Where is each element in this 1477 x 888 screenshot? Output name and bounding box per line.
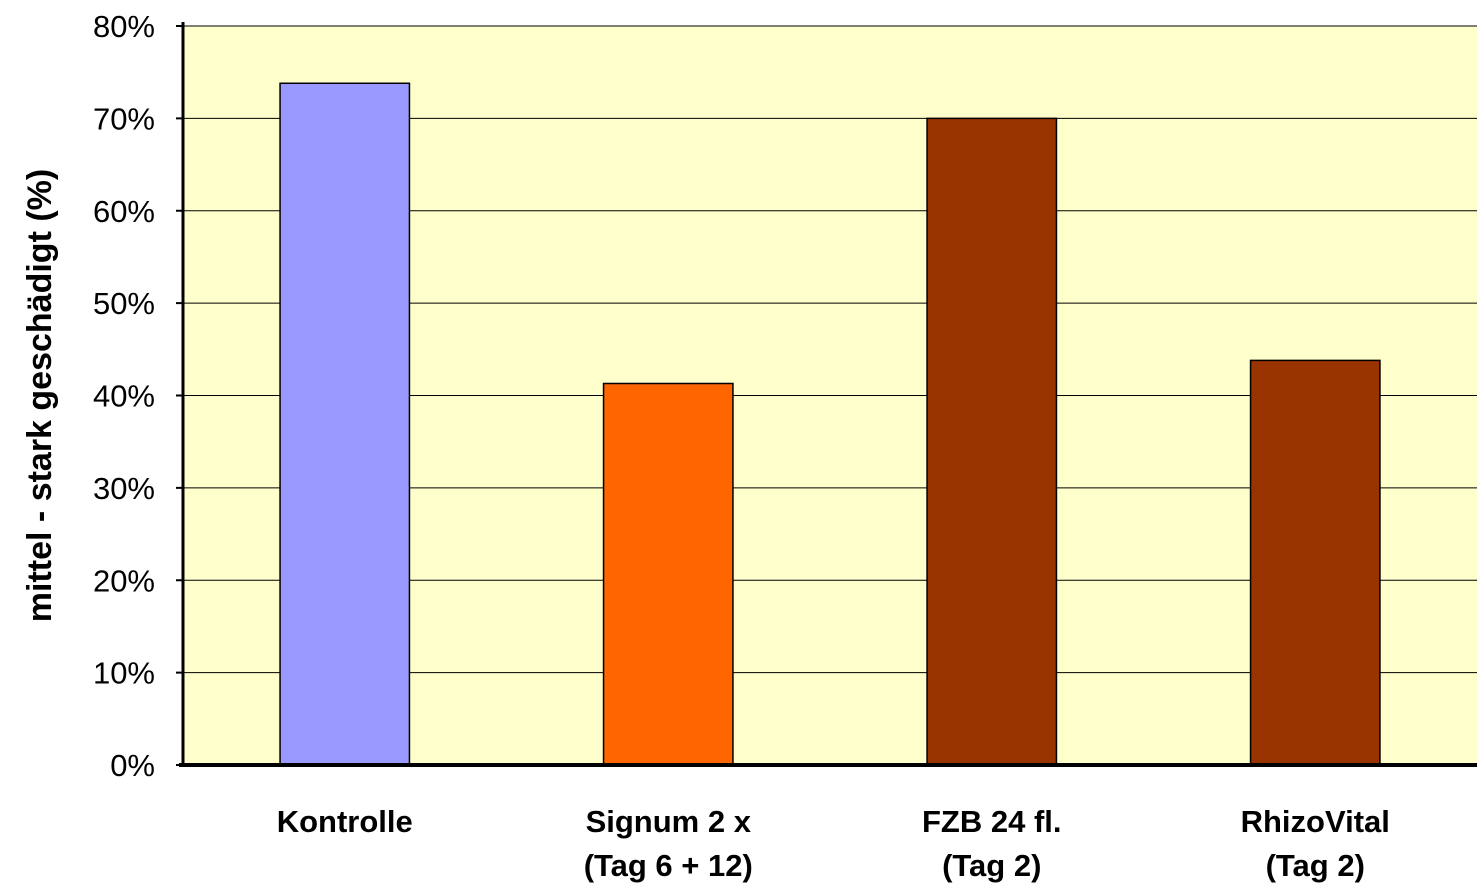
bar [279,82,411,766]
bar [602,382,734,766]
y-tick-label: 80% [93,9,155,44]
x-tick-label: RhizoVital (Tag 2) [1241,804,1390,883]
y-axis-title: mittel - stark geschädigt (%) [21,169,59,622]
x-tick-label: FZB 24 fl. (Tag 2) [922,804,1062,883]
x-tick-label: Signum 2 x (Tag 6 + 12) [584,804,753,883]
y-tick-label: 60% [93,194,155,229]
x-tick-label: Kontrolle [277,804,413,839]
y-tick-label: 50% [93,286,155,321]
y-tick-label: 20% [93,563,155,598]
y-tick-label: 70% [93,101,155,136]
y-tick-label: 0% [110,748,155,783]
y-tick-label: 10% [93,656,155,691]
y-tick-label: 40% [93,379,155,414]
bar [1249,359,1381,766]
bar [926,117,1058,766]
y-tick-label: 30% [93,471,155,506]
